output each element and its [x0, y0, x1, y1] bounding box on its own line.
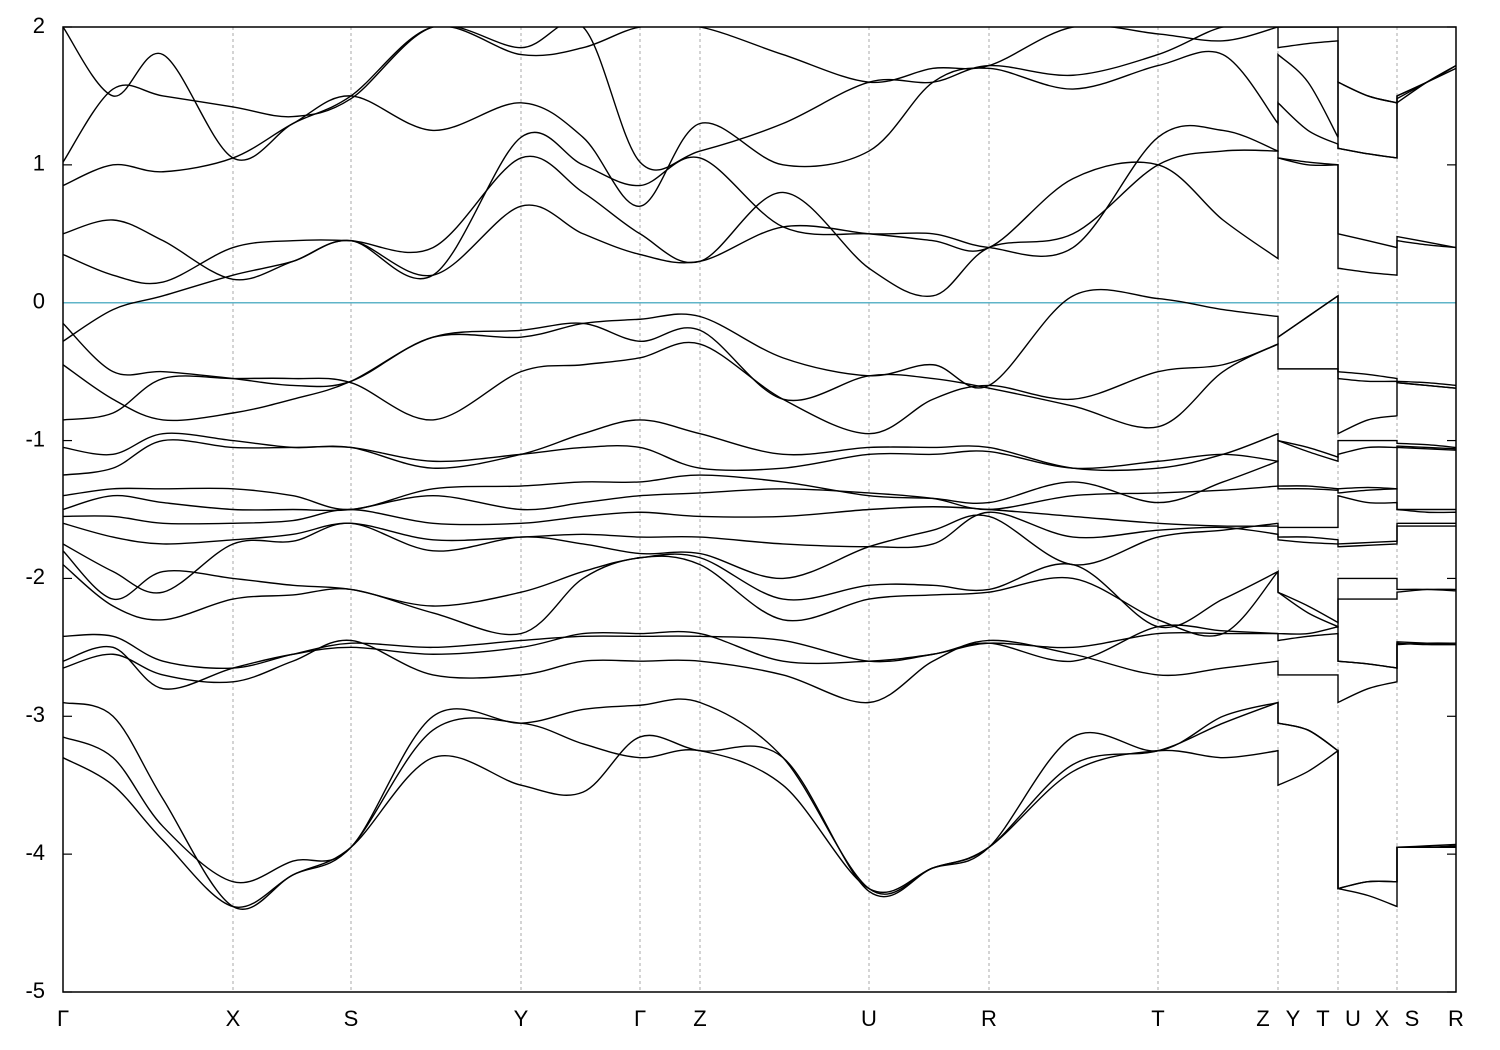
band-line — [63, 27, 1456, 161]
y-tick-label: -1 — [25, 426, 45, 451]
x-tick-label: T — [1316, 1006, 1329, 1031]
band-line — [63, 494, 1456, 529]
band-line — [63, 511, 1456, 549]
band-line — [63, 50, 1456, 207]
band-line — [63, 294, 1456, 429]
band-line — [63, 485, 1456, 514]
x-tick-label: X — [1375, 1006, 1390, 1031]
band-line — [63, 157, 1456, 342]
band-line — [63, 446, 1456, 511]
y-tick-label: 0 — [33, 289, 45, 314]
band-line — [63, 419, 1456, 471]
x-tick-label: Y — [514, 1006, 529, 1031]
y-tick-label: -5 — [25, 978, 45, 1003]
band-line — [63, 288, 1456, 389]
x-tick-label: R — [981, 1006, 997, 1031]
band-line — [63, 149, 1456, 298]
x-tick-label: Γ — [57, 1006, 69, 1031]
y-tick-label: 1 — [33, 151, 45, 176]
band-line — [63, 67, 1456, 281]
x-tick-label: Γ — [634, 1006, 646, 1031]
band-line — [63, 341, 1456, 435]
x-tick-label: S — [344, 1006, 359, 1031]
y-tick-label: -2 — [25, 564, 45, 589]
band-line — [63, 550, 1456, 629]
band-line — [63, 555, 1456, 637]
x-tick-label: U — [861, 1006, 877, 1031]
x-tick-label: Z — [1256, 1006, 1269, 1031]
x-tick-label: R — [1448, 1006, 1464, 1031]
band-line — [63, 698, 1456, 908]
x-tick-label: Y — [1286, 1006, 1301, 1031]
bands — [63, 27, 1456, 910]
y-tick-label: -4 — [25, 840, 45, 865]
band-line — [63, 624, 1456, 669]
x-tick-label: Z — [693, 1006, 706, 1031]
plot-frame — [62, 26, 1457, 993]
band-line — [63, 27, 1456, 171]
y-tick-label: -3 — [25, 702, 45, 727]
band-line — [63, 639, 1456, 704]
x-tick-label: X — [226, 1006, 241, 1031]
x-tick-label: S — [1405, 1006, 1420, 1031]
y-tick-label: 2 — [33, 13, 45, 38]
x-tick-label: T — [1151, 1006, 1164, 1031]
x-tick-label: U — [1345, 1006, 1361, 1031]
band-line — [63, 701, 1456, 910]
